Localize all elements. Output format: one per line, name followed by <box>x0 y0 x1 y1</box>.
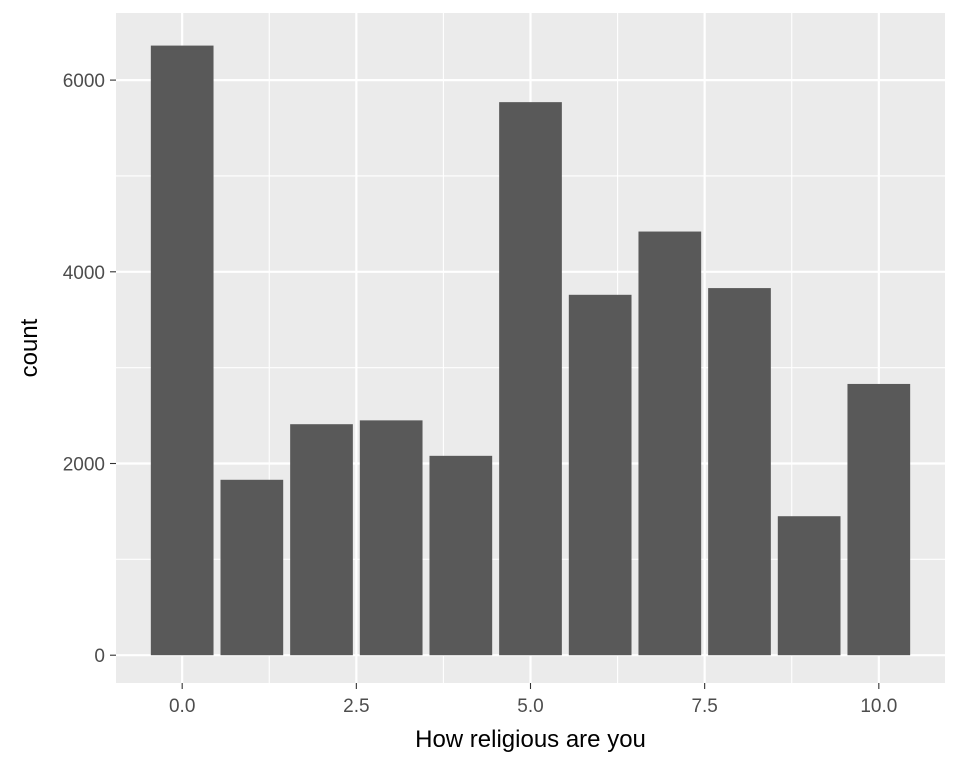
y-tick-label: 2000 <box>63 455 105 476</box>
x-axis-title: How religious are you <box>415 726 646 753</box>
bar-0 <box>150 45 214 656</box>
bar-3 <box>359 420 423 656</box>
y-axis: 0 2000 4000 6000 <box>63 71 116 667</box>
x-tick-label: 0.0 <box>169 696 195 717</box>
bar-1 <box>220 479 284 656</box>
x-tick-label: 5.0 <box>517 696 543 717</box>
bar-7 <box>638 231 702 656</box>
bar-8 <box>708 288 771 656</box>
y-tick-label: 4000 <box>63 263 105 284</box>
x-tick-label: 7.5 <box>691 696 717 717</box>
x-tick-label: 2.5 <box>343 696 369 717</box>
bar-2 <box>290 424 353 656</box>
bars <box>150 45 911 656</box>
x-tick-label: 10.0 <box>860 696 897 717</box>
bar-6 <box>568 294 632 656</box>
y-axis-title: count <box>16 318 43 377</box>
bar-10 <box>847 383 911 656</box>
bar-5 <box>499 102 562 656</box>
y-tick-label: 0 <box>94 646 105 667</box>
x-axis: 0.0 2.5 5.0 7.5 10.0 <box>169 683 897 717</box>
bar-4 <box>429 455 493 656</box>
bar-9 <box>777 516 841 656</box>
y-tick-label: 6000 <box>63 71 105 92</box>
